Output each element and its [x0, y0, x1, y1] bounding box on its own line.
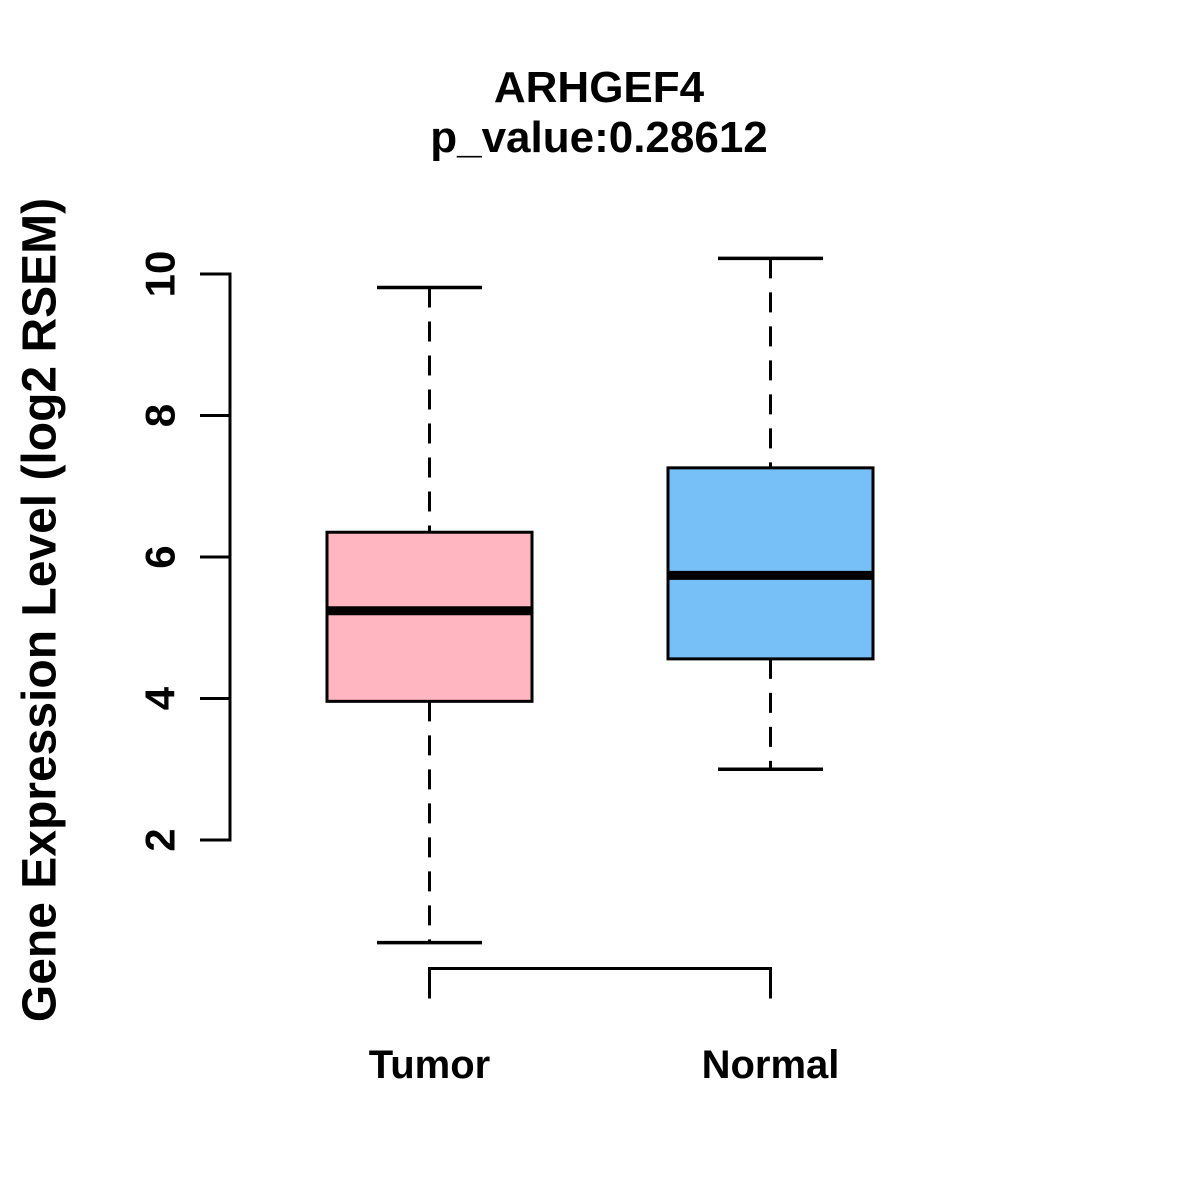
y-tick-label: 8: [137, 404, 184, 427]
tumor-box: [325, 530, 534, 703]
y-tick-label: 10: [137, 251, 184, 298]
normal-box: [666, 466, 875, 661]
y-tick-label: 2: [137, 828, 184, 851]
chart-title: ARHGEF4: [493, 63, 705, 112]
y-tick-label: 4: [137, 686, 184, 710]
x-axis-label-normal: Normal: [702, 1043, 840, 1087]
chart-subtitle: p_value:0.28612: [430, 113, 768, 162]
y-tick-label: 6: [137, 545, 184, 568]
x-axis-label-tumor: Tumor: [369, 1043, 490, 1087]
